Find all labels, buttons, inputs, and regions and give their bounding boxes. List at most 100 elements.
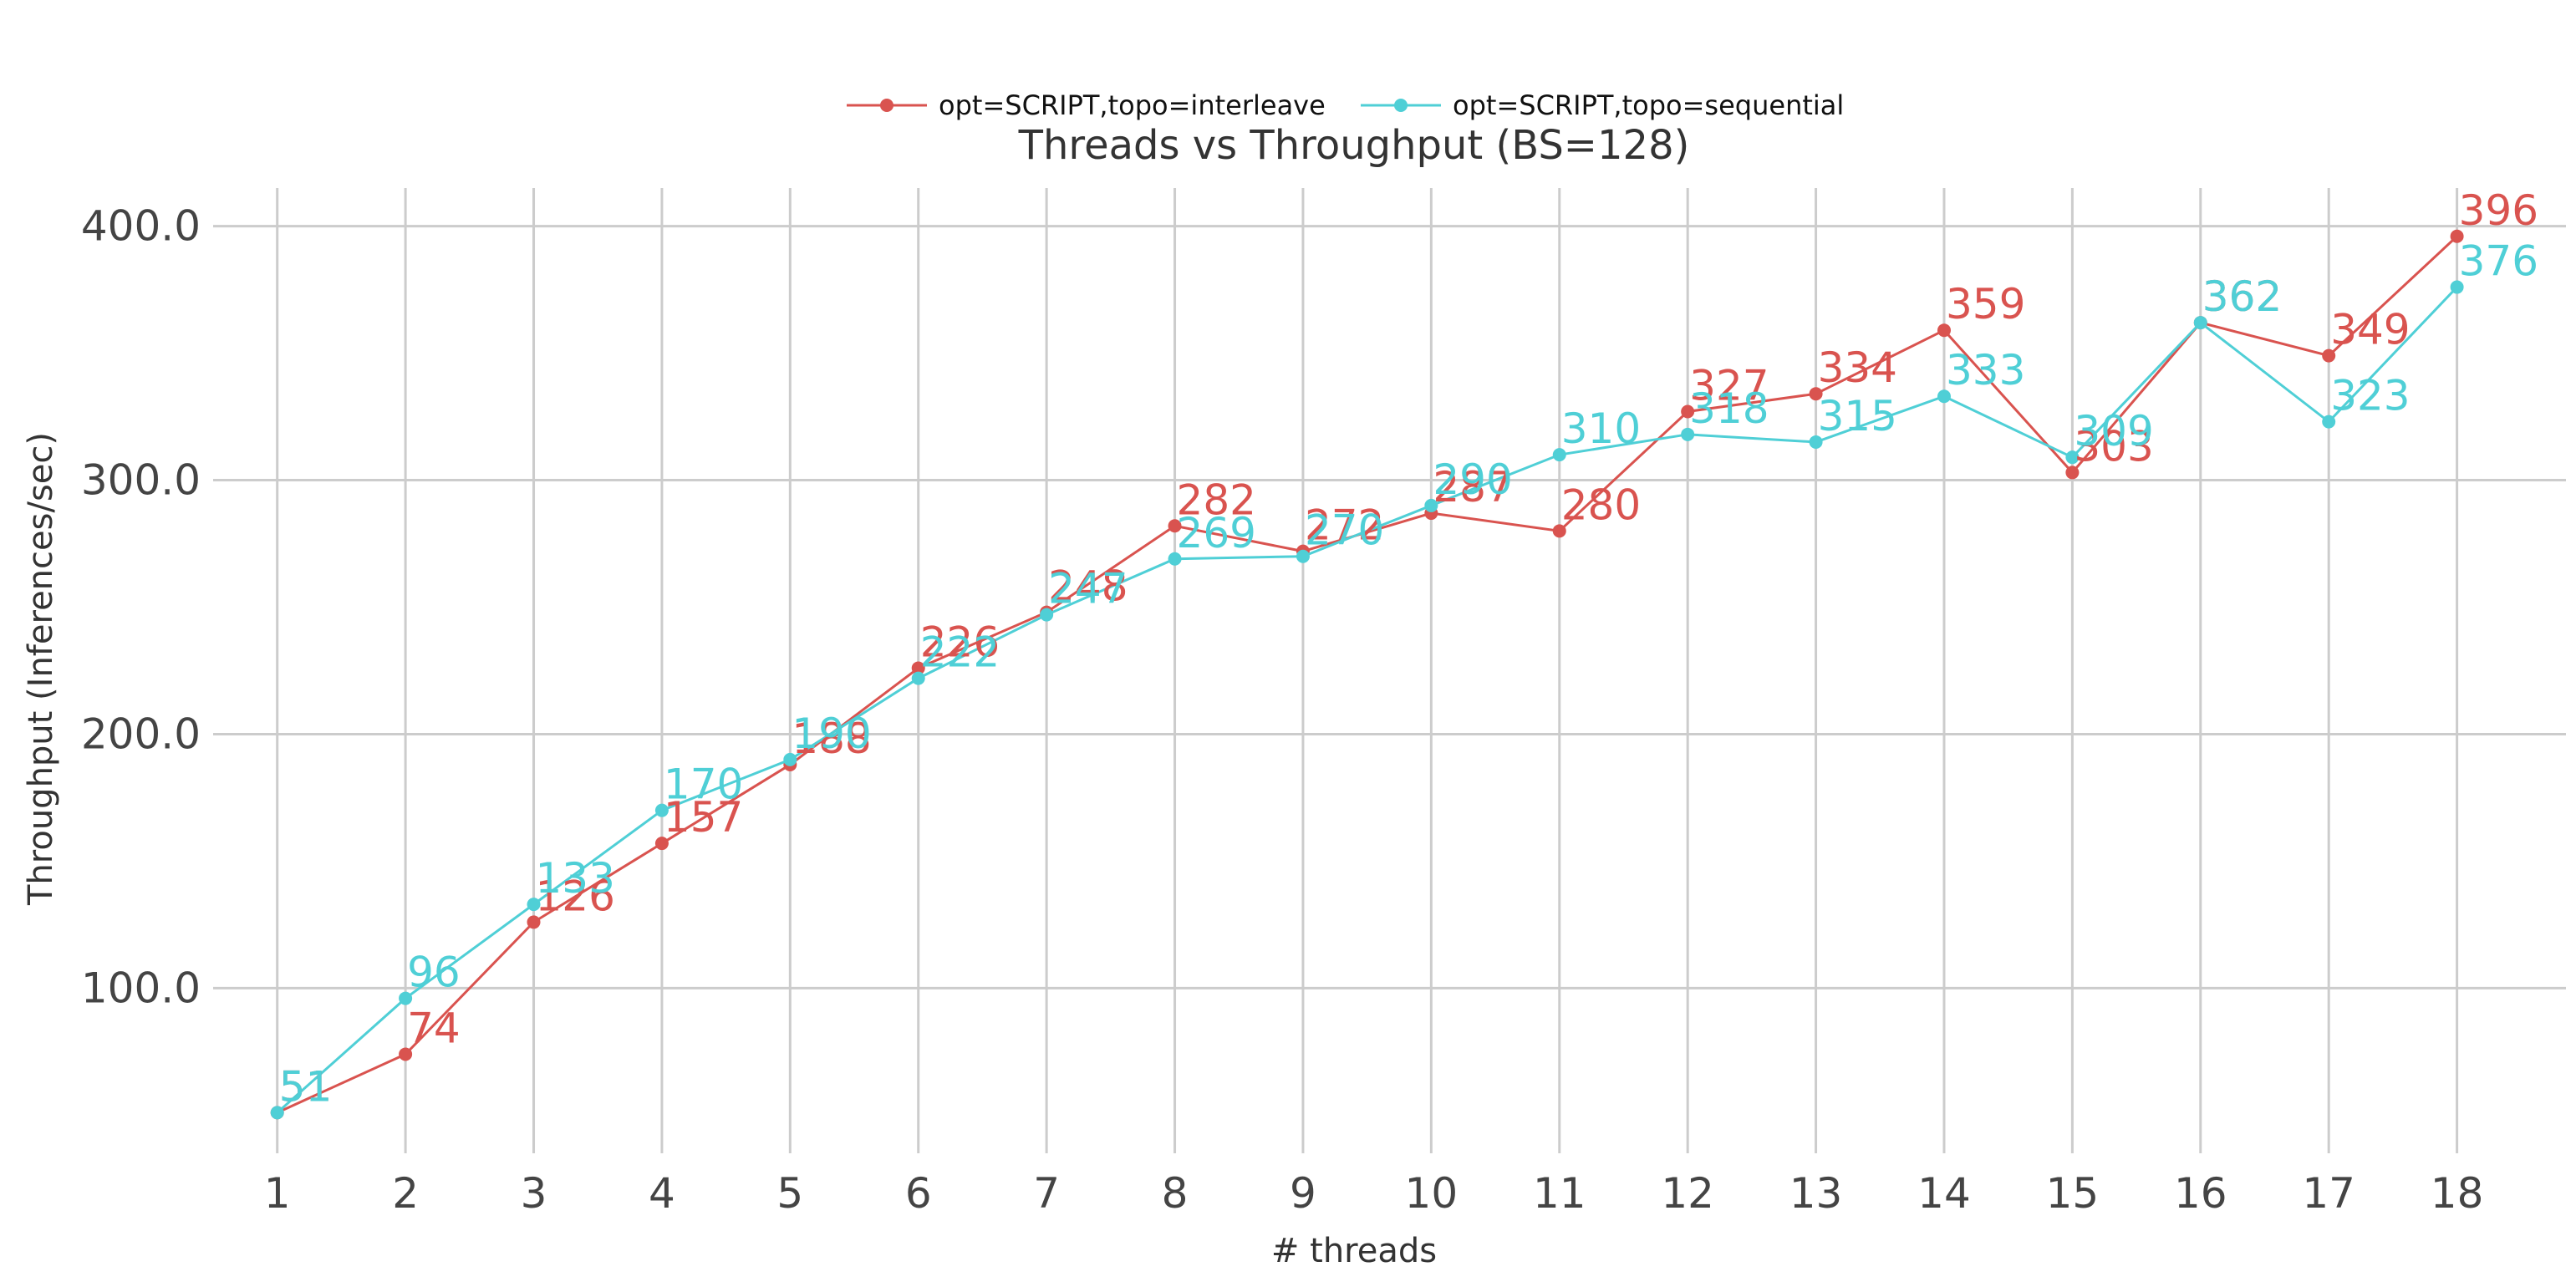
data-point <box>527 915 541 929</box>
data-point <box>1168 519 1182 533</box>
data-point <box>399 991 413 1005</box>
data-label: 290 <box>1433 455 1512 504</box>
data-point <box>270 1106 284 1120</box>
data-label: 315 <box>1818 392 1897 440</box>
x-tick-label: 15 <box>2046 1169 2100 1218</box>
x-tick-label: 10 <box>1405 1169 1459 1218</box>
data-label: 96 <box>407 949 461 997</box>
data-label: 318 <box>1689 384 1769 433</box>
x-tick-label: 3 <box>521 1169 547 1218</box>
data-point <box>654 837 669 851</box>
data-label: 170 <box>664 760 743 809</box>
data-label: 303 <box>2074 422 2153 471</box>
data-label: 190 <box>792 710 871 758</box>
y-tick-label: 200.0 <box>81 710 201 758</box>
data-point <box>2065 465 2080 480</box>
x-tick-label: 11 <box>1533 1169 1586 1218</box>
data-point <box>1552 524 1566 538</box>
x-tick-label: 14 <box>1917 1169 1971 1218</box>
x-tick-label: 9 <box>1290 1169 1316 1218</box>
data-label: 333 <box>1946 346 2025 394</box>
data-label: 222 <box>920 628 1000 677</box>
data-label: 396 <box>2459 186 2538 235</box>
data-point <box>1168 552 1182 566</box>
data-label: 247 <box>1048 565 1128 613</box>
x-axis-label: # threads <box>1271 1232 1437 1270</box>
data-label: 248 <box>1048 562 1128 611</box>
data-label: 133 <box>536 854 615 903</box>
data-label: 376 <box>2459 237 2538 286</box>
data-label: 362 <box>2202 272 2282 321</box>
x-tick-label: 12 <box>1661 1169 1714 1218</box>
data-point <box>654 803 669 817</box>
legend: opt=SCRIPT,topo=interleave opt=SCRIPT,top… <box>847 89 1844 121</box>
y-tick-label: 400.0 <box>81 202 201 251</box>
data-label: 280 <box>1561 481 1641 529</box>
data-label: 269 <box>1177 509 1256 557</box>
data-point <box>2065 450 2080 465</box>
x-tick-label: 7 <box>1033 1169 1060 1218</box>
data-label: 359 <box>1946 280 2025 328</box>
data-label: 272 <box>1305 501 1384 550</box>
data-point <box>1424 498 1438 512</box>
x-tick-label: 4 <box>649 1169 675 1218</box>
series-lines <box>270 229 2464 1120</box>
data-point <box>527 898 541 912</box>
legend-label: opt=SCRIPT,topo=sequential <box>1453 89 1844 121</box>
x-tick-label: 17 <box>2302 1169 2355 1218</box>
data-point <box>1809 387 1823 401</box>
legend-marker <box>1394 99 1408 112</box>
grid <box>213 188 2566 1153</box>
data-point <box>2322 348 2336 363</box>
data-label: 74 <box>407 1004 461 1052</box>
axis-ticks: 1 2 3 4 5 6 7 8 9 10 11 12 13 14 15 16 17 18100.0200.0300… <box>81 202 2484 1218</box>
data-label: 188 <box>792 715 871 763</box>
data-label: 126 <box>536 872 615 920</box>
x-tick-label: 6 <box>905 1169 932 1218</box>
data-label: 270 <box>1305 506 1384 555</box>
x-tick-label: 2 <box>392 1169 419 1218</box>
series-line <box>276 286 2458 1114</box>
y-tick-label: 100.0 <box>81 964 201 1012</box>
data-point <box>1552 448 1566 462</box>
y-axis-label: Throughput (Inferences/sec) <box>22 432 60 906</box>
x-tick-label: 13 <box>1789 1169 1843 1218</box>
data-label: 323 <box>2330 372 2410 420</box>
x-tick-label: 5 <box>776 1169 803 1218</box>
data-point <box>1040 608 1054 622</box>
data-label: 309 <box>2074 407 2153 455</box>
data-label: 51 <box>279 1062 333 1111</box>
data-point <box>1937 323 1951 338</box>
data-point <box>911 671 925 685</box>
data-label: 334 <box>1818 343 1897 392</box>
x-tick-label: 8 <box>1162 1169 1189 1218</box>
chart-title: Threads vs Throughput (BS=128) <box>1018 122 1690 169</box>
data-point <box>1681 404 1695 419</box>
x-tick-label: 16 <box>2174 1169 2227 1218</box>
data-point <box>1809 435 1823 449</box>
data-label: 282 <box>1177 476 1256 524</box>
y-tick-label: 300.0 <box>81 456 201 505</box>
data-point <box>1937 389 1951 404</box>
data-label: 157 <box>664 793 743 842</box>
x-tick-label: 18 <box>2431 1169 2484 1218</box>
data-point <box>1681 427 1695 441</box>
legend-label: opt=SCRIPT,topo=interleave <box>939 89 1326 121</box>
data-point <box>911 661 925 675</box>
data-label: 287 <box>1433 463 1512 511</box>
data-point <box>1296 549 1310 563</box>
data-point <box>399 1047 413 1061</box>
data-point <box>2193 316 2207 330</box>
data-label: 226 <box>920 618 1000 666</box>
series-line <box>277 235 2458 1114</box>
data-point <box>2450 280 2464 294</box>
x-tick-label: 1 <box>264 1169 291 1218</box>
data-label: 327 <box>1689 361 1769 410</box>
legend-marker <box>880 99 893 112</box>
data-label: 349 <box>2330 306 2410 354</box>
data-point <box>2450 229 2464 243</box>
data-label: 51 <box>279 1062 333 1111</box>
data-labels: 51 74 126 157 188 226 248 282 272 287 280 327 334 359… <box>279 186 2538 1112</box>
data-label: 362 <box>2202 272 2282 321</box>
